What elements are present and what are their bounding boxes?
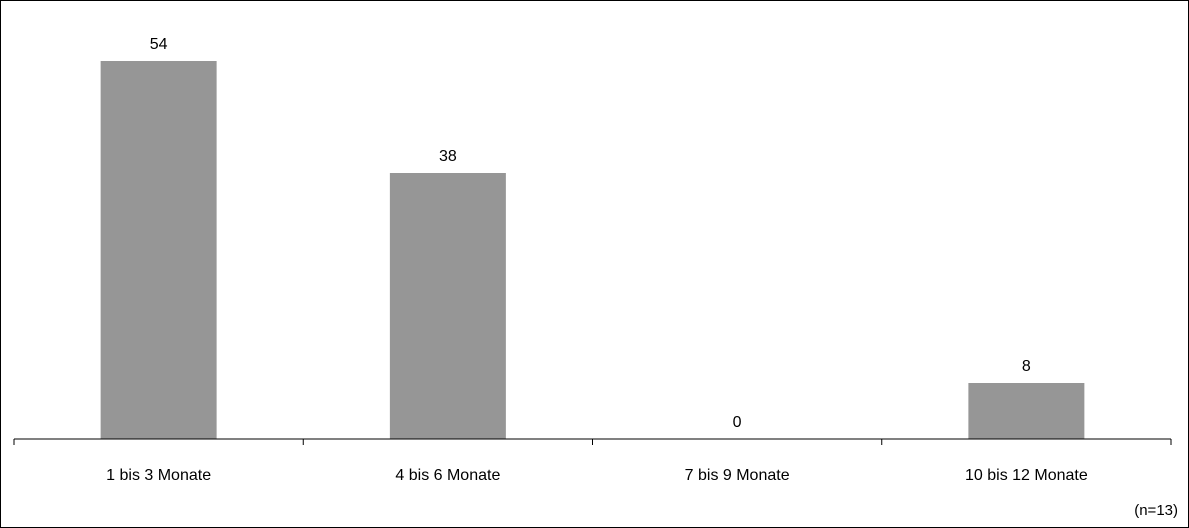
bar-4-bis-6-monate	[389, 173, 506, 439]
bar-10-bis-12-monate	[968, 383, 1085, 439]
value-label-4-bis-6-monate: 38	[439, 148, 457, 165]
value-label-7-bis-9-monate: 0	[733, 414, 742, 431]
category-label-10-bis-12-monate: 10 bis 12 Monate	[965, 467, 1088, 484]
value-label-10-bis-12-monate: 8	[1022, 358, 1031, 375]
category-labels-group: 1 bis 3 Monate 4 bis 6 Monate 7 bis 9 Mona…	[106, 467, 1088, 484]
x-axis	[13, 438, 1172, 445]
bars-group	[100, 61, 1085, 439]
value-label-1-bis-3-monate: 54	[150, 36, 168, 53]
value-labels-group: 54 38 0 8	[150, 36, 1031, 431]
bar-1-bis-3-monate	[100, 61, 217, 439]
category-label-1-bis-3-monate: 1 bis 3 Monate	[106, 467, 211, 484]
category-label-7-bis-9-monate: 7 bis 9 Monate	[685, 467, 790, 484]
sample-size-note: (n=13)	[1134, 502, 1178, 519]
category-label-4-bis-6-monate: 4 bis 6 Monate	[395, 467, 500, 484]
